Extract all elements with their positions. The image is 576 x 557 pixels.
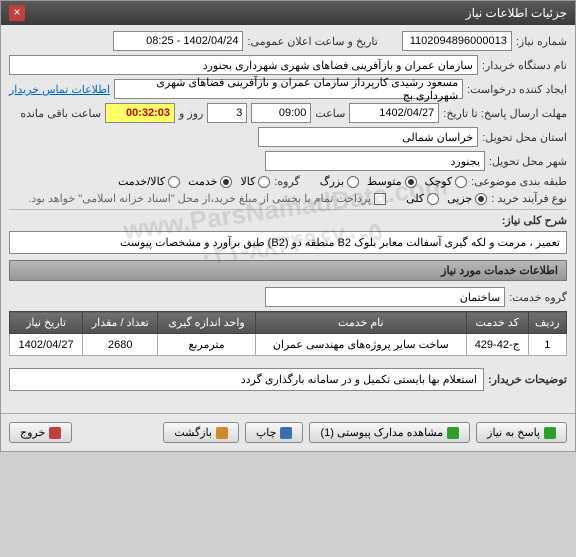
- time-label: ساعت: [315, 107, 345, 120]
- window-title: جزئیات اطلاعات نیاز: [466, 6, 567, 20]
- notes-box: استعلام بها بایستی تکمیل و در سامانه بار…: [9, 368, 484, 391]
- cell-unit: مترمربع: [158, 334, 255, 356]
- class-radio-group: کوچک متوسط بزرگ: [320, 175, 467, 188]
- reply-button[interactable]: پاسخ به نیاز: [476, 422, 567, 443]
- cell-code: ج-42-429: [466, 334, 528, 356]
- table-header-row: ردیف کد خدمت نام خدمت واحد اندازه گیری ت…: [10, 312, 567, 334]
- titlebar: جزئیات اطلاعات نیاز ×: [1, 1, 575, 25]
- services-table: ردیف کد خدمت نام خدمت واحد اندازه گیری ت…: [9, 311, 567, 356]
- need-no-label: شماره نیاز:: [516, 35, 567, 48]
- buyer-name-field: سازمان عمران و بازآفرینی فضاهای شهری شهر…: [9, 55, 478, 75]
- attachments-button[interactable]: مشاهده مدارک پیوستی (1): [309, 422, 470, 443]
- desc-title-label: شرح کلی نیاز:: [502, 214, 567, 227]
- cell-qty: 2680: [83, 334, 158, 356]
- timer-field: 00:32:03: [105, 103, 175, 123]
- reply-icon: [544, 427, 556, 439]
- col-row: ردیف: [528, 312, 566, 334]
- cell-date: 1402/04/27: [10, 334, 83, 356]
- buy-type-label: نوع فرآیند خرید :: [491, 192, 567, 205]
- city-field: بجنورد: [265, 151, 485, 171]
- province-label: استان محل تحویل:: [482, 131, 567, 144]
- need-no-field: 1102094896000013: [402, 31, 512, 51]
- province-field: خراسان شمالی: [258, 127, 478, 147]
- exit-icon: [49, 427, 61, 439]
- city-label: شهر محل تحویل:: [489, 155, 567, 168]
- announce-label: تاریخ و ساعت اعلان عمومی:: [247, 35, 377, 48]
- buy-full-radio[interactable]: کلی: [406, 192, 439, 205]
- days-label: روز و: [179, 107, 203, 120]
- back-button[interactable]: بازگشت: [163, 422, 239, 443]
- col-unit: واحد اندازه گیری: [158, 312, 255, 334]
- notes-label: توضیحات خریدار:: [488, 373, 567, 386]
- window: جزئیات اطلاعات نیاز × شماره نیاز: 110209…: [0, 0, 576, 452]
- cell-n: 1: [528, 334, 566, 356]
- desc-title-box: تعمیر ، مرمت و لکه گیری آسفالت معابر بلو…: [9, 231, 567, 254]
- deadline-date-field: 1402/04/27: [349, 103, 439, 123]
- form-area: شماره نیاز: 1102094896000013 تاریخ و ساع…: [1, 25, 575, 405]
- days-field: 3: [207, 103, 247, 123]
- group-radio-group: کالا خدمت کالا/خدمت: [118, 175, 270, 188]
- exit-button[interactable]: خروج: [9, 422, 72, 443]
- back-icon: [216, 427, 228, 439]
- group-both-radio[interactable]: کالا/خدمت: [118, 175, 180, 188]
- buy-partial-radio[interactable]: جزیی: [447, 192, 487, 205]
- cell-name: ساخت سایر پروژه‌های مهندسی عمران: [255, 334, 466, 356]
- pay-checkbox[interactable]: پرداخت تمام یا بخشی از مبلغ خرید،از محل …: [28, 192, 386, 205]
- deadline-time-field: 09:00: [251, 103, 311, 123]
- class-large-radio[interactable]: بزرگ: [320, 175, 359, 188]
- button-bar: پاسخ به نیاز مشاهده مدارک پیوستی (1) چاپ…: [1, 413, 575, 451]
- service-group-label: گروه خدمت:: [509, 291, 567, 304]
- buyer-name-label: نام دستگاه خریدار:: [482, 59, 567, 72]
- class-medium-radio[interactable]: متوسط: [367, 175, 417, 188]
- requester-label: ایجاد کننده درخواست:: [467, 83, 567, 96]
- services-section-header: اطلاعات خدمات مورد نیاز: [9, 260, 567, 281]
- table-row[interactable]: 1 ج-42-429 ساخت سایر پروژه‌های مهندسی عم…: [10, 334, 567, 356]
- col-qty: تعداد / مقدار: [83, 312, 158, 334]
- col-code: کد خدمت: [466, 312, 528, 334]
- contact-link[interactable]: اطلاعات تماس خریدار: [9, 83, 110, 96]
- class-small-radio[interactable]: کوچک: [425, 175, 468, 188]
- col-date: تاریخ نیاز: [10, 312, 83, 334]
- print-icon: [280, 427, 292, 439]
- group-goods-radio[interactable]: کالا: [240, 175, 270, 188]
- service-group-field: ساختمان: [265, 287, 505, 307]
- pay-note: پرداخت تمام یا بخشی از مبلغ خرید،از محل …: [28, 192, 371, 205]
- print-button[interactable]: چاپ: [245, 422, 304, 443]
- attach-icon: [447, 427, 459, 439]
- close-icon[interactable]: ×: [9, 5, 25, 21]
- class-label: طبقه بندی موضوعی:: [471, 175, 567, 188]
- remain-label: ساعت باقی مانده: [20, 107, 101, 120]
- group-label: گروه:: [274, 175, 299, 188]
- announce-field: 1402/04/24 - 08:25: [113, 31, 243, 51]
- requester-field: مسعود رشیدی کارپرداز سازمان عمران و بازآ…: [114, 79, 463, 99]
- col-name: نام خدمت: [255, 312, 466, 334]
- buy-type-group: جزیی کلی: [406, 192, 487, 205]
- deadline-label: مهلت ارسال پاسخ: تا تاریخ:: [443, 107, 567, 120]
- group-service-radio[interactable]: خدمت: [188, 175, 232, 188]
